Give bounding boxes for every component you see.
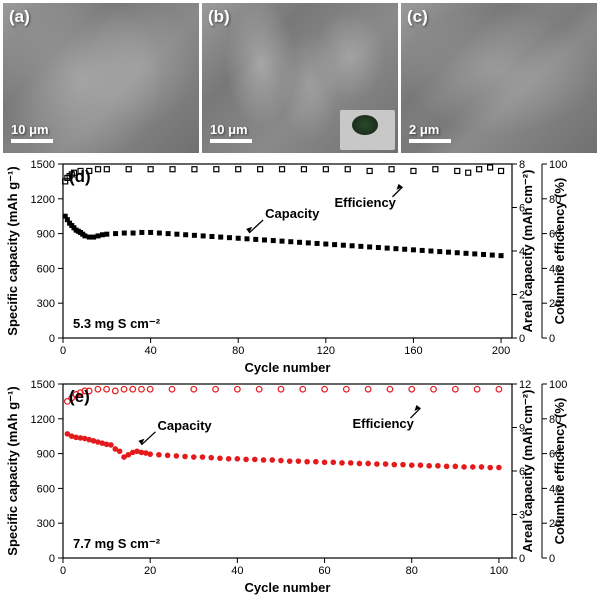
svg-text:200: 200 xyxy=(492,345,510,357)
svg-text:0: 0 xyxy=(60,565,66,577)
svg-text:0: 0 xyxy=(49,333,55,345)
svg-text:0: 0 xyxy=(519,333,525,345)
svg-text:8: 8 xyxy=(519,159,525,171)
svg-text:1500: 1500 xyxy=(31,159,55,171)
scale-bar: 10 μm xyxy=(210,122,252,143)
svg-text:0: 0 xyxy=(49,553,55,565)
chart-svg: 0204060801000300600900120015000369120204… xyxy=(3,376,597,596)
chart-d: 0408012016020003006009001200150002468020… xyxy=(3,156,597,376)
svg-text:(d): (d) xyxy=(69,167,91,186)
scale-bar: 10 μm xyxy=(11,122,53,143)
svg-text:100: 100 xyxy=(490,565,508,577)
svg-text:160: 160 xyxy=(404,345,422,357)
svg-text:0: 0 xyxy=(60,345,66,357)
svg-text:Specific capacity (mAh g⁻¹): Specific capacity (mAh g⁻¹) xyxy=(5,386,20,555)
panel-label: (a) xyxy=(9,7,30,27)
svg-text:Specific capacity (mAh g⁻¹): Specific capacity (mAh g⁻¹) xyxy=(5,166,20,335)
svg-text:Capacity: Capacity xyxy=(157,418,212,433)
svg-text:Efficiency: Efficiency xyxy=(334,195,396,210)
svg-text:Capacity: Capacity xyxy=(265,206,320,221)
svg-text:120: 120 xyxy=(317,345,335,357)
svg-text:12: 12 xyxy=(519,379,531,391)
svg-text:900: 900 xyxy=(37,449,55,461)
svg-text:Areal capacity (mAh cm⁻²): Areal capacity (mAh cm⁻²) xyxy=(520,170,535,333)
sem-image-row: (a) 10 μm (b) 10 μm (c) 2 μm xyxy=(0,0,600,156)
svg-text:300: 300 xyxy=(37,518,55,530)
svg-text:Cycle number: Cycle number xyxy=(245,360,331,375)
svg-text:600: 600 xyxy=(37,263,55,275)
svg-text:1500: 1500 xyxy=(31,379,55,391)
svg-text:300: 300 xyxy=(37,298,55,310)
sem-panel-b: (b) 10 μm xyxy=(202,3,398,153)
svg-text:Columbic efficiency (%): Columbic efficiency (%) xyxy=(552,178,567,325)
svg-text:(e): (e) xyxy=(69,387,90,406)
svg-text:100: 100 xyxy=(549,379,567,391)
svg-text:20: 20 xyxy=(144,565,156,577)
chart-e: 0204060801000300600900120015000369120204… xyxy=(3,376,597,596)
svg-text:40: 40 xyxy=(231,565,243,577)
svg-text:Columbic efficiency (%): Columbic efficiency (%) xyxy=(552,398,567,545)
svg-text:7.7 mg S cm⁻²: 7.7 mg S cm⁻² xyxy=(73,536,161,551)
svg-text:Efficiency: Efficiency xyxy=(352,416,414,431)
svg-text:40: 40 xyxy=(144,345,156,357)
inset-photo xyxy=(340,110,395,150)
panel-label: (c) xyxy=(407,7,428,27)
svg-text:Areal capacity (mAh cm⁻²): Areal capacity (mAh cm⁻²) xyxy=(520,390,535,553)
svg-text:0: 0 xyxy=(519,553,525,565)
svg-text:80: 80 xyxy=(406,565,418,577)
svg-text:1200: 1200 xyxy=(31,414,55,426)
sem-panel-c: (c) 2 μm xyxy=(401,3,597,153)
svg-text:0: 0 xyxy=(549,553,555,565)
svg-text:Cycle number: Cycle number xyxy=(245,580,331,595)
svg-text:900: 900 xyxy=(37,229,55,241)
panel-label: (b) xyxy=(208,7,230,27)
svg-text:5.3 mg S cm⁻²: 5.3 mg S cm⁻² xyxy=(73,316,161,331)
svg-text:100: 100 xyxy=(549,159,567,171)
svg-text:1200: 1200 xyxy=(31,194,55,206)
chart-svg: 0408012016020003006009001200150002468020… xyxy=(3,156,597,376)
scale-bar: 2 μm xyxy=(409,122,451,143)
svg-text:60: 60 xyxy=(318,565,330,577)
svg-text:80: 80 xyxy=(232,345,244,357)
sem-panel-a: (a) 10 μm xyxy=(3,3,199,153)
svg-text:600: 600 xyxy=(37,483,55,495)
svg-text:0: 0 xyxy=(549,333,555,345)
